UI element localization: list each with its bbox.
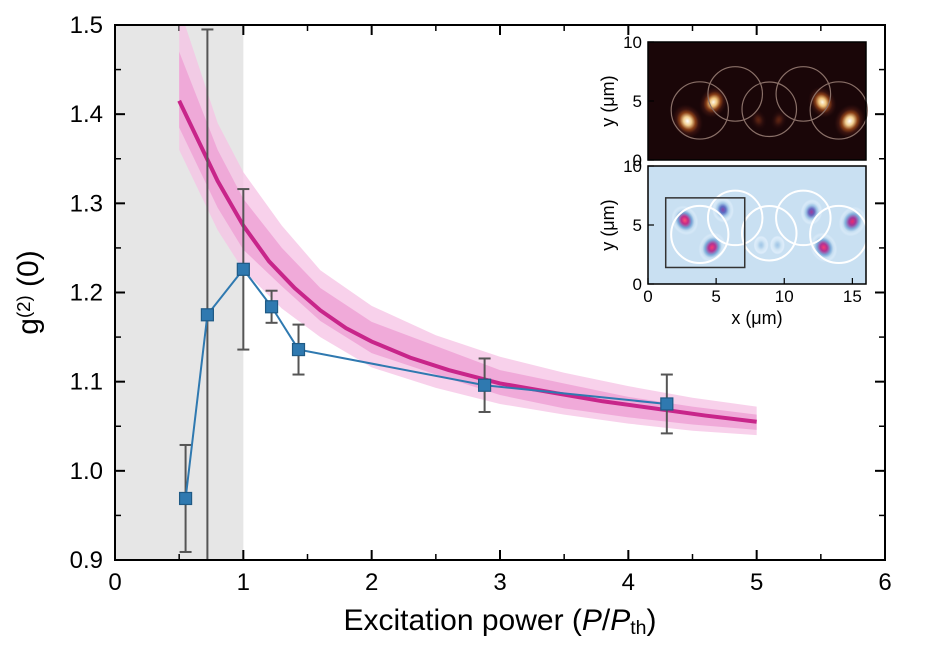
inset-y-label: y (μm) — [598, 199, 618, 250]
data-point — [237, 263, 249, 275]
inset-y-tick: 5 — [633, 92, 642, 111]
inset-y-tick: 0 — [633, 275, 642, 294]
x-tick-label: 3 — [493, 569, 506, 596]
x-tick-label: 0 — [108, 569, 121, 596]
inset-x-label: x (μm) — [731, 308, 782, 328]
y-axis-label: g(2) (0) — [12, 250, 45, 334]
data-point — [201, 309, 213, 321]
y-tick-label: 1.0 — [70, 458, 103, 485]
y-tick-label: 1.2 — [70, 280, 103, 307]
inset-x-tick: 0 — [643, 287, 652, 306]
inset-x-tick: 10 — [775, 287, 794, 306]
inset-y-tick: 10 — [623, 33, 642, 52]
inset-x-tick: 5 — [711, 287, 720, 306]
y-tick-label: 1.3 — [70, 190, 103, 217]
y-tick-label: 1.1 — [70, 369, 103, 396]
svg-text:Excitation power (P/Pth): Excitation power (P/Pth) — [343, 604, 656, 639]
inset-y-label: y (μm) — [598, 75, 618, 126]
inset-x-tick: 15 — [843, 287, 862, 306]
x-tick-label: 2 — [365, 569, 378, 596]
data-point — [661, 398, 673, 410]
x-tick-label: 4 — [622, 569, 635, 596]
x-axis-label: Excitation power (P/Pth) — [343, 604, 656, 639]
data-point — [266, 301, 278, 313]
inset-y-tick: 10 — [623, 157, 642, 176]
y-tick-label: 1.4 — [70, 101, 103, 128]
data-point — [180, 492, 192, 504]
x-tick-label: 5 — [750, 569, 763, 596]
figure-root: 0 1 2 3 4 5 6 0.9 1.0 1.1 1.2 1.3 1.4 1.5 Excitation p… — [0, 0, 925, 653]
y-tick-label: 1.5 — [70, 12, 103, 39]
y-tick-label: 0.9 — [70, 547, 103, 574]
x-tick-label: 1 — [237, 569, 250, 596]
data-point — [293, 344, 305, 356]
inset-lobe — [770, 236, 785, 255]
inset-y-tick: 5 — [633, 216, 642, 235]
data-point — [479, 379, 491, 391]
x-tick-label: 6 — [878, 569, 891, 596]
inset-lobe — [754, 236, 769, 255]
